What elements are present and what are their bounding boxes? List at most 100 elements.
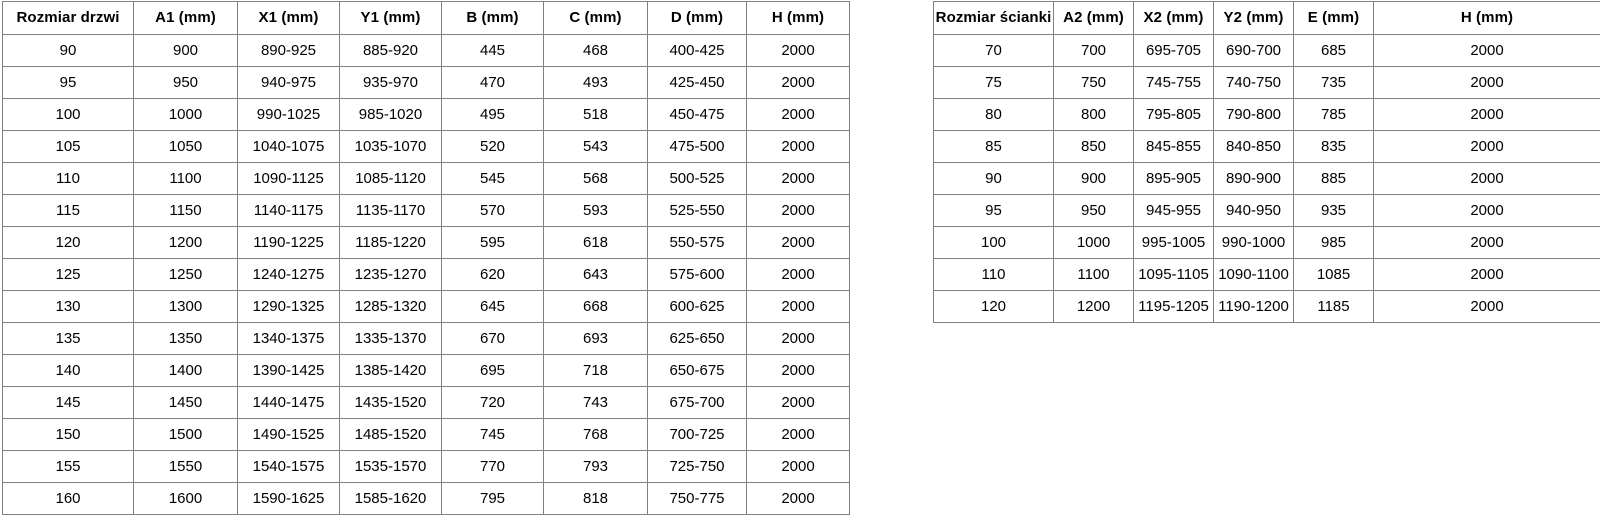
table-cell: 1590-1625 [238,483,340,515]
column-header-h: H (mm) [747,2,850,35]
table-cell: 1095-1105 [1134,259,1214,291]
table-cell: 1285-1320 [340,291,442,323]
table-cell: 2000 [1374,227,1600,259]
table-cell: 2000 [747,291,850,323]
table-cell: 595 [442,227,544,259]
table-cell: 690-700 [1214,35,1294,67]
table-cell: 468 [544,35,648,67]
table-cell: 945-955 [1134,195,1214,227]
table-cell: 495 [442,99,544,131]
table-cell: 90 [934,163,1054,195]
table-cell: 1190-1200 [1214,291,1294,323]
table-cell: 2000 [747,163,850,195]
table-cell: 1200 [134,227,238,259]
table-cell: 1240-1275 [238,259,340,291]
column-header-d: D (mm) [648,2,747,35]
table-cell: 2000 [747,195,850,227]
table-cell: 1135-1170 [340,195,442,227]
table-cell: 643 [544,259,648,291]
table-cell: 2000 [747,323,850,355]
table-cell: 1300 [134,291,238,323]
table-cell: 1090-1125 [238,163,340,195]
table-cell: 818 [544,483,648,515]
table-cell: 2000 [747,99,850,131]
table-cell: 1000 [1054,227,1134,259]
door-size-table: Rozmiar drzwi A1 (mm) X1 (mm) Y1 (mm) B … [2,1,850,515]
table-cell: 1185 [1294,291,1374,323]
table-cell: 1000 [134,99,238,131]
table-cell: 750 [1054,67,1134,99]
table-cell: 1100 [1054,259,1134,291]
table-cell: 835 [1294,131,1374,163]
table-cell: 985-1020 [340,99,442,131]
table-cell: 100 [3,99,134,131]
table-cell: 85 [934,131,1054,163]
table-cell: 1585-1620 [340,483,442,515]
table-cell: 518 [544,99,648,131]
table-cell: 125 [3,259,134,291]
table-cell: 130 [3,291,134,323]
table-cell: 1490-1525 [238,419,340,451]
table-cell: 743 [544,387,648,419]
table-cell: 885-920 [340,35,442,67]
table-cell: 2000 [1374,99,1600,131]
table-cell: 450-475 [648,99,747,131]
table-cell: 1040-1075 [238,131,340,163]
table-cell: 1290-1325 [238,291,340,323]
column-header-y2: Y2 (mm) [1214,2,1294,35]
table-cell: 470 [442,67,544,99]
table-cell: 745-755 [1134,67,1214,99]
table-cell: 75 [934,67,1054,99]
table-cell: 770 [442,451,544,483]
table-cell: 795 [442,483,544,515]
table-cell: 935-970 [340,67,442,99]
table-cell: 790-800 [1214,99,1294,131]
table-cell: 900 [134,35,238,67]
table-cell: 985 [1294,227,1374,259]
column-header-rozmiar-drzwi: Rozmiar drzwi [3,2,134,35]
table-cell: 700 [1054,35,1134,67]
table-cell: 1195-1205 [1134,291,1214,323]
table-cell: 115 [3,195,134,227]
table-cell: 1400 [134,355,238,387]
column-header-c: C (mm) [544,2,648,35]
table-cell: 155 [3,451,134,483]
table-cell: 645 [442,291,544,323]
column-header-b: B (mm) [442,2,544,35]
table-cell: 695-705 [1134,35,1214,67]
table-cell: 1050 [134,131,238,163]
table-cell: 1150 [134,195,238,227]
column-header-a1: A1 (mm) [134,2,238,35]
table-cell: 668 [544,291,648,323]
table-header-row: Rozmiar drzwi A1 (mm) X1 (mm) Y1 (mm) B … [3,2,850,35]
table-cell: 425-450 [648,67,747,99]
table-cell: 1100 [134,163,238,195]
table-cell: 1600 [134,483,238,515]
table-cell: 2000 [747,483,850,515]
table-cell: 135 [3,323,134,355]
table-cell: 95 [934,195,1054,227]
table-cell: 1090-1100 [1214,259,1294,291]
table-cell: 940-950 [1214,195,1294,227]
table-cell: 885 [1294,163,1374,195]
table-cell: 2000 [747,67,850,99]
column-header-x2: X2 (mm) [1134,2,1214,35]
table-cell: 1335-1370 [340,323,442,355]
table-cell: 600-625 [648,291,747,323]
table-cell: 793 [544,451,648,483]
table-cell: 1235-1270 [340,259,442,291]
